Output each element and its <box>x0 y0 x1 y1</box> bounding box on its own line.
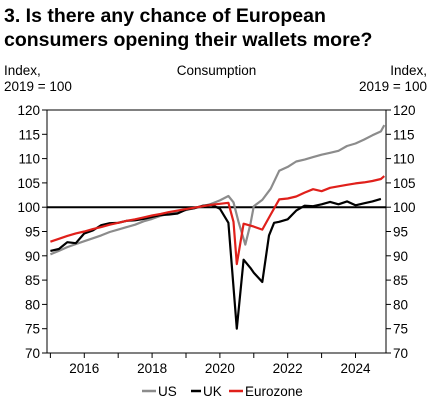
y-tick-label-right: 85 <box>393 273 408 288</box>
y-tick-label-left: 100 <box>17 200 40 215</box>
y-tick-label-left: 70 <box>25 346 40 361</box>
y-tick-label-right: 115 <box>393 127 415 142</box>
y-tick-label-right: 95 <box>393 225 408 240</box>
y-tick-label-right: 90 <box>393 249 408 264</box>
x-tick-label: 2024 <box>340 361 371 376</box>
y-tick-label-right: 75 <box>393 322 408 337</box>
y-tick-label-left: 105 <box>17 176 40 191</box>
y-tick-label-right: 120 <box>393 103 416 118</box>
chart-title-line-1: 3. Is there any chance of European <box>4 5 326 27</box>
x-tick-label: 2020 <box>205 361 235 376</box>
chart-series <box>49 124 386 330</box>
chart-title-line-2: consumers opening their wallets more? <box>4 29 373 51</box>
legend-label-eurozone: Eurozone <box>245 384 303 399</box>
legend-label-us: US <box>158 384 177 399</box>
chart-title: 3. Is there any chance of European consu… <box>4 4 429 52</box>
left-axis-label: Index, 2019 = 100 <box>4 63 72 95</box>
chart-legend: US UK Eurozone <box>142 384 303 399</box>
y-tick-label-left: 120 <box>17 103 40 118</box>
x-tick-label: 2022 <box>273 361 303 376</box>
y-tick-label-left: 90 <box>25 249 40 264</box>
y-tick-label-left: 95 <box>25 225 40 240</box>
y-tick-label-right: 100 <box>393 200 416 215</box>
y-tick-label-right: 110 <box>393 152 415 167</box>
right-axis-label-line-2: 2019 = 100 <box>359 79 427 94</box>
series-line-uk <box>50 197 382 330</box>
x-tick-label: 2016 <box>69 361 99 376</box>
y-tick-label-left: 85 <box>25 273 40 288</box>
y-tick-label-left: 115 <box>18 127 40 142</box>
y-tick-label-right: 70 <box>393 346 408 361</box>
chart-axes: 70 70 75 75 80 80 85 85 90 90 95 95 100 100 105 105 110 1… <box>17 103 415 376</box>
y-tick-label-right: 80 <box>393 297 408 312</box>
series-line-eurozone <box>50 175 386 266</box>
y-tick-label-right: 105 <box>393 176 416 191</box>
y-tick-label-left: 110 <box>18 152 40 167</box>
left-axis-label-line-2: 2019 = 100 <box>4 79 72 94</box>
plot-frame <box>46 109 387 354</box>
legend-label-uk: UK <box>203 384 222 399</box>
x-tick-label: 2018 <box>137 361 167 376</box>
right-axis-label: Index, 2019 = 100 <box>359 63 427 95</box>
series-line-us <box>49 124 386 256</box>
left-axis-label-line-1: Index, <box>4 63 41 78</box>
y-tick-label-left: 75 <box>25 322 40 337</box>
right-axis-label-line-1: Index, <box>390 63 427 78</box>
y-tick-label-left: 80 <box>25 297 40 312</box>
chart-subtitle: Consumption <box>176 63 257 78</box>
